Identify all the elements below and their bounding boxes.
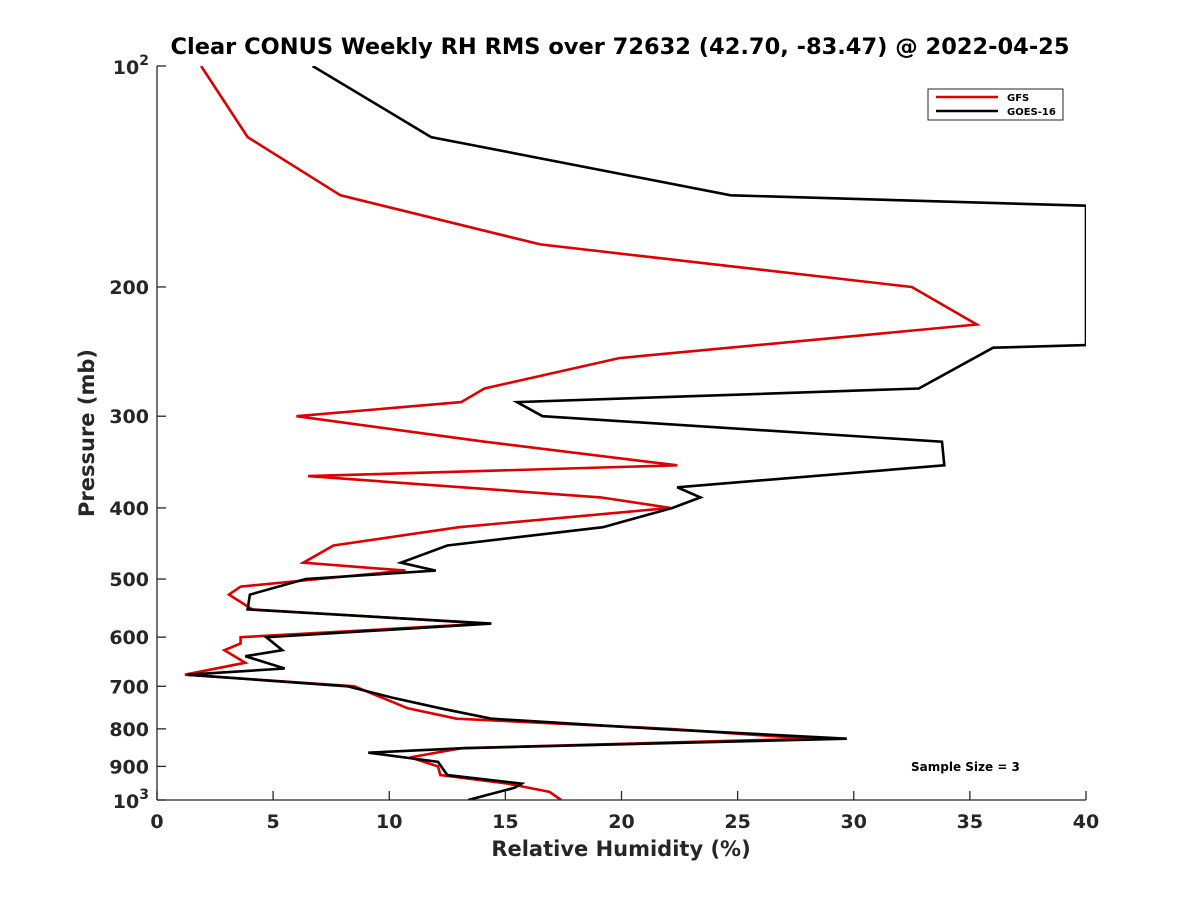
x-tick-label: 5 <box>267 811 280 833</box>
y-tick-label: 800 <box>109 719 149 741</box>
series-line-gfs <box>184 66 981 800</box>
x-tick-label: 10 <box>376 811 402 833</box>
y-axis-title: Pressure (mb) <box>75 349 99 517</box>
x-tick-label: 25 <box>724 811 750 833</box>
y-tick-label: 300 <box>109 406 149 428</box>
y-tick-label: 700 <box>109 676 149 698</box>
legend-box <box>927 88 1064 121</box>
y-tick-label: 600 <box>109 627 149 649</box>
x-tick-label: 40 <box>1073 811 1099 833</box>
y-tick-label: 900 <box>109 756 149 778</box>
series-line-goes16 <box>187 66 1086 800</box>
y-tick-label: 200 <box>109 277 149 299</box>
legend-label-goes16: GOES-16 <box>1007 107 1056 118</box>
x-tick-label: 0 <box>150 811 163 833</box>
y-tick-label: 102 <box>113 53 149 79</box>
legend: GFS GOES-16 <box>927 88 1064 121</box>
y-tick-label: 400 <box>109 498 149 520</box>
x-tick-label: 30 <box>841 811 867 833</box>
x-tick-label: 20 <box>608 811 634 833</box>
x-tick-label: 35 <box>957 811 983 833</box>
x-axis-title: Relative Humidity (%) <box>491 837 750 861</box>
x-tick-label: 15 <box>492 811 518 833</box>
y-tick-label: 103 <box>113 787 149 813</box>
y-tick-label: 500 <box>109 569 149 591</box>
legend-label-gfs: GFS <box>1007 93 1029 104</box>
sample-size-annotation: Sample Size = 3 <box>911 760 1020 774</box>
chart-title: Clear CONUS Weekly RH RMS over 72632 (42… <box>171 34 1070 60</box>
